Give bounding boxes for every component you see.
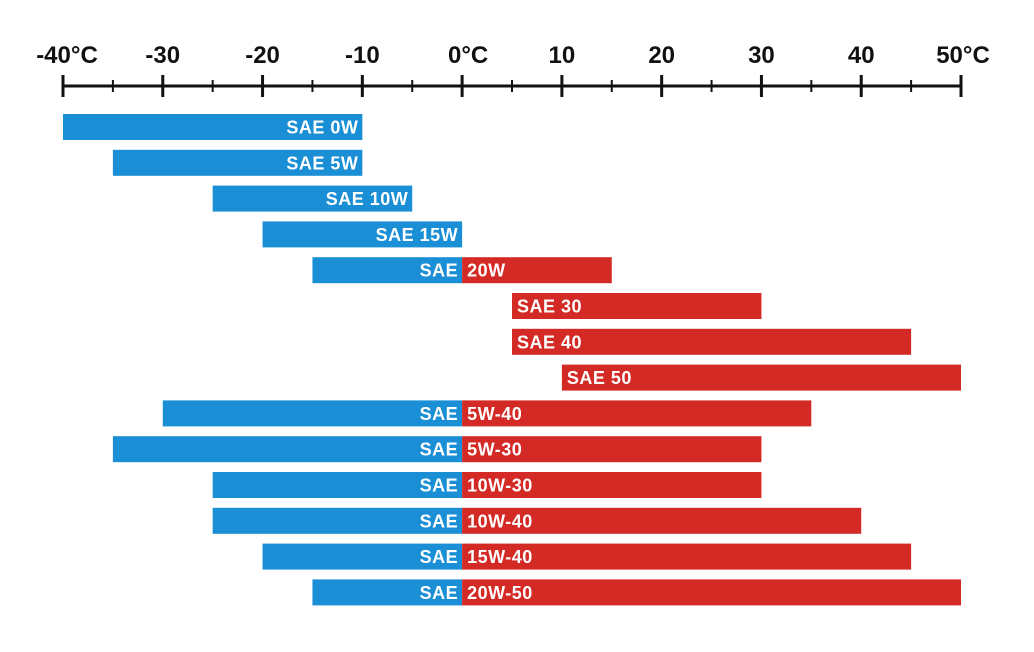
bar-hot-segment [462,579,961,606]
bar-cold-segment [212,472,463,498]
bar-label-right: SAE 40 [517,332,582,352]
tick-label: 20 [648,42,675,69]
bar-label-left: SAE [420,261,459,281]
bar-label-right: 10W-40 [467,511,533,531]
bar-label-right: 10W-30 [467,476,533,496]
viscosity-bar: SAE 15W [262,221,463,248]
bar-label-left: SAE [420,404,459,424]
bar-label-right: SAE 30 [517,297,582,317]
viscosity-bar: SAE 5W-30 [112,436,762,463]
bar-cold-segment [212,185,413,212]
bar-label-right: 20W [467,261,506,281]
bar-label-left: SAE [420,547,459,567]
viscosity-bar: SAE 10W-30 [212,472,762,498]
bar-cold-segment [162,400,463,427]
viscosity-bar: SAE 20W-50 [312,579,961,606]
bar-hot-segment [462,257,612,284]
tick-label: -10 [345,42,380,69]
temperature-axis: -40°C -30 -20 -10 0°C 10 20 30 40 50°C [36,42,990,97]
bar-cold-segment [212,507,463,534]
bar-hot-segment [462,472,762,498]
bar-cold-segment [312,579,463,606]
tick-label: -20 [245,42,280,69]
bar-hot-segment [462,436,762,463]
bar-label-right: 5W-40 [467,404,522,424]
bar-cold-segment [262,543,463,570]
viscosity-bar: SAE 20W [312,257,612,284]
tick-label: 40 [848,42,875,69]
tick-label: 30 [748,42,775,69]
tick-label: 0°C [448,42,488,69]
tick-label: 10 [549,42,576,69]
bar-label-left: SAE [420,511,459,531]
tick-label: -40°C [36,42,98,69]
bar-hot-segment [462,507,862,534]
bar-label-right: 20W-50 [467,583,533,603]
bar-label-left: SAE 0W [286,118,358,138]
bar-label-left: SAE [420,476,459,496]
viscosity-bar: SAE 30 [512,293,762,319]
viscosity-bar: SAE 40 [512,328,912,355]
viscosity-bar: SAE 15W-40 [262,543,912,570]
bar-cold-segment [262,221,463,248]
viscosity-bar: SAE 10W-40 [212,507,862,534]
bar-hot-segment [561,364,961,391]
bar-cold-segment [63,114,363,140]
bar-label-right: 15W-40 [467,547,533,567]
viscosity-bar: SAE 0W [63,114,363,140]
bar-label-right: 5W-30 [467,440,522,460]
viscosity-bar: SAE 50 [561,364,961,391]
bar-hot-segment [512,293,762,319]
bar-hot-segment [462,400,812,427]
bar-cold-segment [112,149,363,176]
tick-label: 50°C [936,42,990,69]
bar-label-left: SAE 10W [326,189,409,209]
bar-label-left: SAE 5W [286,153,358,173]
viscosity-bar: SAE 5W [112,149,363,176]
bar-label-left: SAE [420,440,459,460]
bar-label-left: SAE 15W [376,225,459,245]
bar-cold-segment [112,436,463,463]
viscosity-bar: SAE 10W [212,185,413,212]
bar-label-right: SAE 50 [567,368,632,388]
bar-cold-segment [312,257,463,284]
bar-label-left: SAE [420,583,459,603]
tick-label: -30 [145,42,180,69]
viscosity-bar: SAE 5W-40 [162,400,812,427]
bar-hot-segment [462,543,912,570]
bar-hot-segment [512,328,912,355]
viscosity-bars: SAE 0W SAE 5W SAE 10W SAE 15W SAE 20W SAE 30 SA… [63,114,961,606]
